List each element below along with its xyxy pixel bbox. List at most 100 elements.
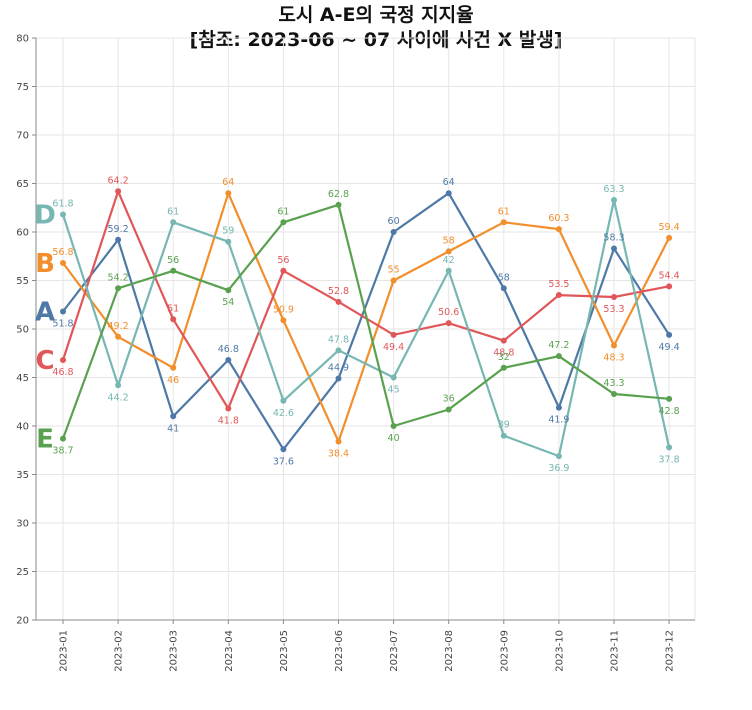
series-e-point <box>115 285 122 292</box>
series-b-point <box>500 219 507 226</box>
x-tick-label: 2023-07 <box>389 630 400 672</box>
series-c-tag: C <box>35 346 54 376</box>
series-e-point <box>611 390 617 397</box>
series-b-data-label: 59.4 <box>659 222 680 233</box>
series-b-point <box>445 248 452 255</box>
series-d-data-label: 61.8 <box>52 199 73 210</box>
series-c-data-label: 41.8 <box>218 416 239 427</box>
series-c-line <box>61 190 670 410</box>
series-b-point <box>60 260 66 267</box>
series-d-point <box>555 453 562 460</box>
series-b-point <box>335 438 342 445</box>
series-a-data-label: 60 <box>388 216 400 227</box>
series-c-point <box>445 320 452 327</box>
series-c-data-label: 54.4 <box>659 270 680 281</box>
series-c-point <box>115 188 122 195</box>
x-tick-label: 2023-03 <box>169 630 180 672</box>
y-tick-label: 55 <box>16 276 29 287</box>
series-d-data-label: 39 <box>498 420 510 431</box>
series-a-data-label: 51.8 <box>52 319 73 330</box>
series-d-point <box>445 267 452 274</box>
series-c-data-label: 46.8 <box>52 367 73 378</box>
chart-subtitle: [참조: 2023-06 ~ 07 사이에 사건 X 발생] <box>189 29 563 51</box>
series-b-point <box>611 342 617 349</box>
series-c-data-label: 48.8 <box>493 348 514 359</box>
series-d-tag: D <box>34 201 56 231</box>
series-a-point <box>500 285 507 292</box>
series-a-point <box>280 446 287 453</box>
series-a-point <box>555 404 562 411</box>
series-c-point <box>500 337 507 344</box>
series-a-data-label: 46.8 <box>218 344 239 355</box>
series-b-data-label: 48.3 <box>603 352 624 363</box>
series-b-point <box>225 190 232 197</box>
series-c-point <box>555 292 562 299</box>
series-d-data-label: 61 <box>167 206 179 217</box>
series-d-point <box>335 347 342 354</box>
series-e-data-label: 56 <box>167 255 179 266</box>
series-a-line <box>62 192 671 451</box>
y-tick-label: 80 <box>16 34 29 45</box>
series-e-data-label: 36 <box>443 394 455 405</box>
series-d-data-label: 63.3 <box>603 184 624 195</box>
y-tick-label: 30 <box>16 519 29 530</box>
series-d-point <box>60 211 66 218</box>
series-e-point <box>170 267 177 274</box>
series-d-point <box>115 382 122 389</box>
series-c-point <box>60 357 66 364</box>
grid <box>36 37 696 621</box>
series-b-data-label: 38.4 <box>328 449 349 460</box>
series-d-line <box>61 198 671 458</box>
series-a-point <box>60 308 66 315</box>
series-d-point <box>280 397 287 404</box>
series-e-data-label: 38.7 <box>52 446 73 457</box>
series-b-point <box>115 333 122 340</box>
series-a-point <box>611 245 617 252</box>
series-b-point <box>390 277 397 284</box>
series-b-line <box>62 192 671 443</box>
series-d-data-label: 45 <box>388 385 400 396</box>
series-e-point <box>555 353 562 360</box>
series-a-data-label: 59.2 <box>108 224 129 235</box>
y-tick-label: 75 <box>16 82 29 93</box>
series-d-point <box>225 238 232 245</box>
series-d-data-label: 42 <box>443 255 455 266</box>
chart-title: 도시 A-E의 국정 지지율 [참조: 2023-06 ~ 07 사이에 사건 … <box>0 3 752 53</box>
series-b-data-label: 61 <box>498 206 510 217</box>
series-a-point <box>225 357 232 364</box>
series-a-point <box>390 229 397 235</box>
series-a-point <box>170 413 177 420</box>
series-d-data-label: 44.2 <box>108 392 129 403</box>
y-tick-label: 60 <box>16 228 29 239</box>
y-tick-label: 40 <box>16 422 29 433</box>
series-d-data-label: 47.8 <box>328 334 349 345</box>
series-a-data-label: 64 <box>443 177 455 188</box>
series-d-point <box>390 374 397 381</box>
series-c-data-label: 50.6 <box>438 307 459 318</box>
series-b-data-label: 49.2 <box>108 321 129 332</box>
x-tick-label: 2023-08 <box>444 630 455 672</box>
x-tick-label: 2023-05 <box>279 630 290 672</box>
y-tick-label: 65 <box>16 179 29 190</box>
series-e-point <box>60 435 66 442</box>
series-e-point <box>500 364 507 371</box>
series-a-point <box>445 190 452 197</box>
x-tick-label: 2023-01 <box>59 630 70 672</box>
series-e-data-label: 32 <box>498 352 510 363</box>
series-c-data-label: 52.8 <box>328 286 349 297</box>
series-a-data-label: 49.4 <box>659 342 680 353</box>
y-tick-label: 45 <box>16 373 29 384</box>
series-c-point <box>666 283 673 290</box>
y-tick-label: 25 <box>16 567 29 578</box>
series-tags: AB C D E <box>34 201 56 455</box>
axes: 20 25 30 35 40 45 50 55 60 65 70 75 80 2023-01 2023-02… <box>16 34 695 672</box>
series-c-point <box>170 316 177 323</box>
series-c-point <box>225 405 232 412</box>
series-d-data-label: 59 <box>222 226 234 237</box>
x-tick-label: 2023-02 <box>114 630 125 672</box>
y-tick-label: 50 <box>16 325 29 336</box>
series-e-point <box>280 219 287 226</box>
series-d-data-label: 42.6 <box>273 408 294 419</box>
series-c-data-label: 49.4 <box>383 342 404 353</box>
series-b-point <box>555 226 562 233</box>
